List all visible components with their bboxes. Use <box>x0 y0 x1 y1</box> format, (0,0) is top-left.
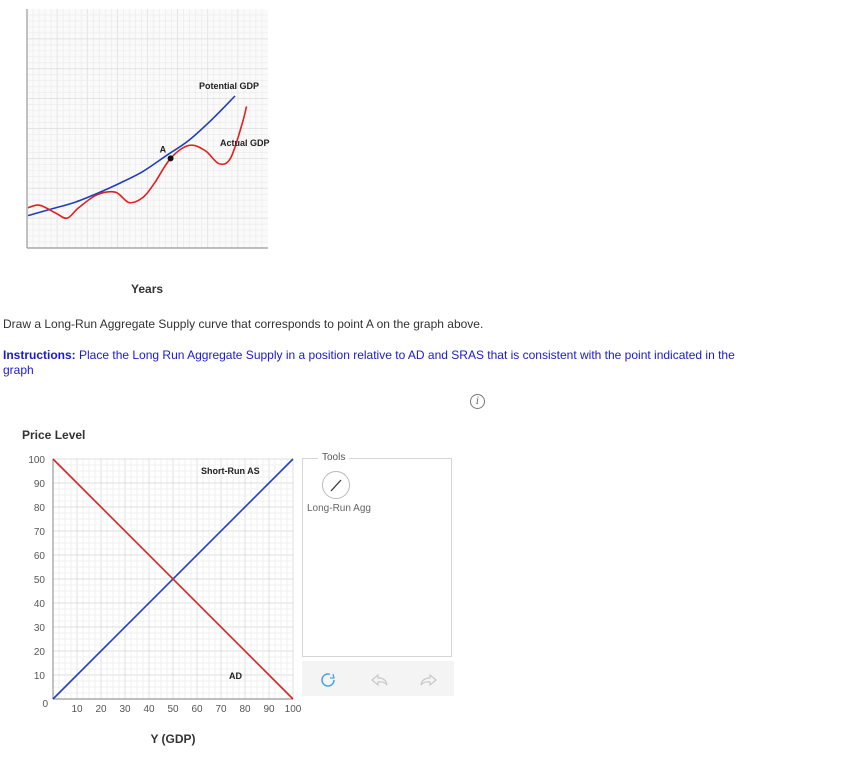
x-tick-label: 70 <box>215 704 227 715</box>
point-a-marker <box>167 155 174 162</box>
question-prompt: Draw a Long-Run Aggregate Supply curve t… <box>3 317 484 331</box>
short-run-as-label: Short-Run AS <box>201 466 260 476</box>
tools-title: Tools <box>318 452 350 463</box>
x-tick-label: 50 <box>167 704 179 715</box>
gdp-chart: A Potential GDP Actual GDP <box>26 9 270 249</box>
y-tick-label: 10 <box>34 671 46 682</box>
gdp-axis-label: Y (GDP) <box>150 732 195 746</box>
x-tick-label: 10 <box>71 704 83 715</box>
actual-gdp-label: Actual GDP <box>220 138 270 148</box>
x-tick-label: 20 <box>95 704 107 715</box>
undo-icon[interactable] <box>371 673 388 687</box>
y-tick-label: 90 <box>34 479 46 490</box>
point-a-label: A <box>160 144 167 154</box>
y-tick-label: 20 <box>34 647 46 658</box>
y-tick-label: 50 <box>34 575 46 586</box>
y-tick-label: 60 <box>34 551 46 562</box>
asad-chart[interactable]: Price Level Y (GDP) 10 20 30 40 50 60 70 80 90 10… <box>0 420 310 760</box>
redo-icon[interactable] <box>420 673 437 687</box>
years-axis-label: Years <box>131 282 164 296</box>
asad-tick-labels: 10 20 30 40 50 60 70 80 90 100 10 20 30 40 50 60 70 80 90 1… <box>28 455 301 715</box>
y-tick-label: 40 <box>34 599 46 610</box>
reset-icon[interactable] <box>321 673 335 687</box>
y-tick-label: 30 <box>34 623 46 634</box>
ad-line[interactable] <box>52 458 294 700</box>
gdp-grid <box>27 9 268 248</box>
action-bar <box>302 661 454 696</box>
info-icon[interactable]: i <box>470 394 485 409</box>
instructions-text: Place the Long Run Aggregate Supply in a… <box>3 348 735 377</box>
x-tick-label: 40 <box>143 704 155 715</box>
x-tick-label: 30 <box>119 704 131 715</box>
instructions: Instructions: Place the Long Run Aggrega… <box>3 348 763 378</box>
long-run-agg-tool-button[interactable] <box>322 471 350 499</box>
x-tick-label: 80 <box>239 704 251 715</box>
y-tick-label: 80 <box>34 503 46 514</box>
y-tick-label: 70 <box>34 527 46 538</box>
actual-gdp-line <box>27 106 248 220</box>
line-draw-icon <box>330 479 342 492</box>
ad-label: AD <box>229 671 242 681</box>
asad-grid <box>53 458 294 699</box>
y-tick-label: 100 <box>28 455 45 466</box>
instructions-label: Instructions: <box>3 348 76 362</box>
potential-gdp-label: Potential GDP <box>199 81 259 91</box>
x-tick-label: 60 <box>191 704 203 715</box>
long-run-agg-tool-label: Long-Run Agg <box>307 503 371 514</box>
price-level-axis-label: Price Level <box>22 428 85 442</box>
potential-gdp-line <box>27 95 236 217</box>
x-tick-label: 100 <box>285 704 302 715</box>
origin-label: 0 <box>42 699 48 710</box>
x-tick-label: 90 <box>263 704 275 715</box>
